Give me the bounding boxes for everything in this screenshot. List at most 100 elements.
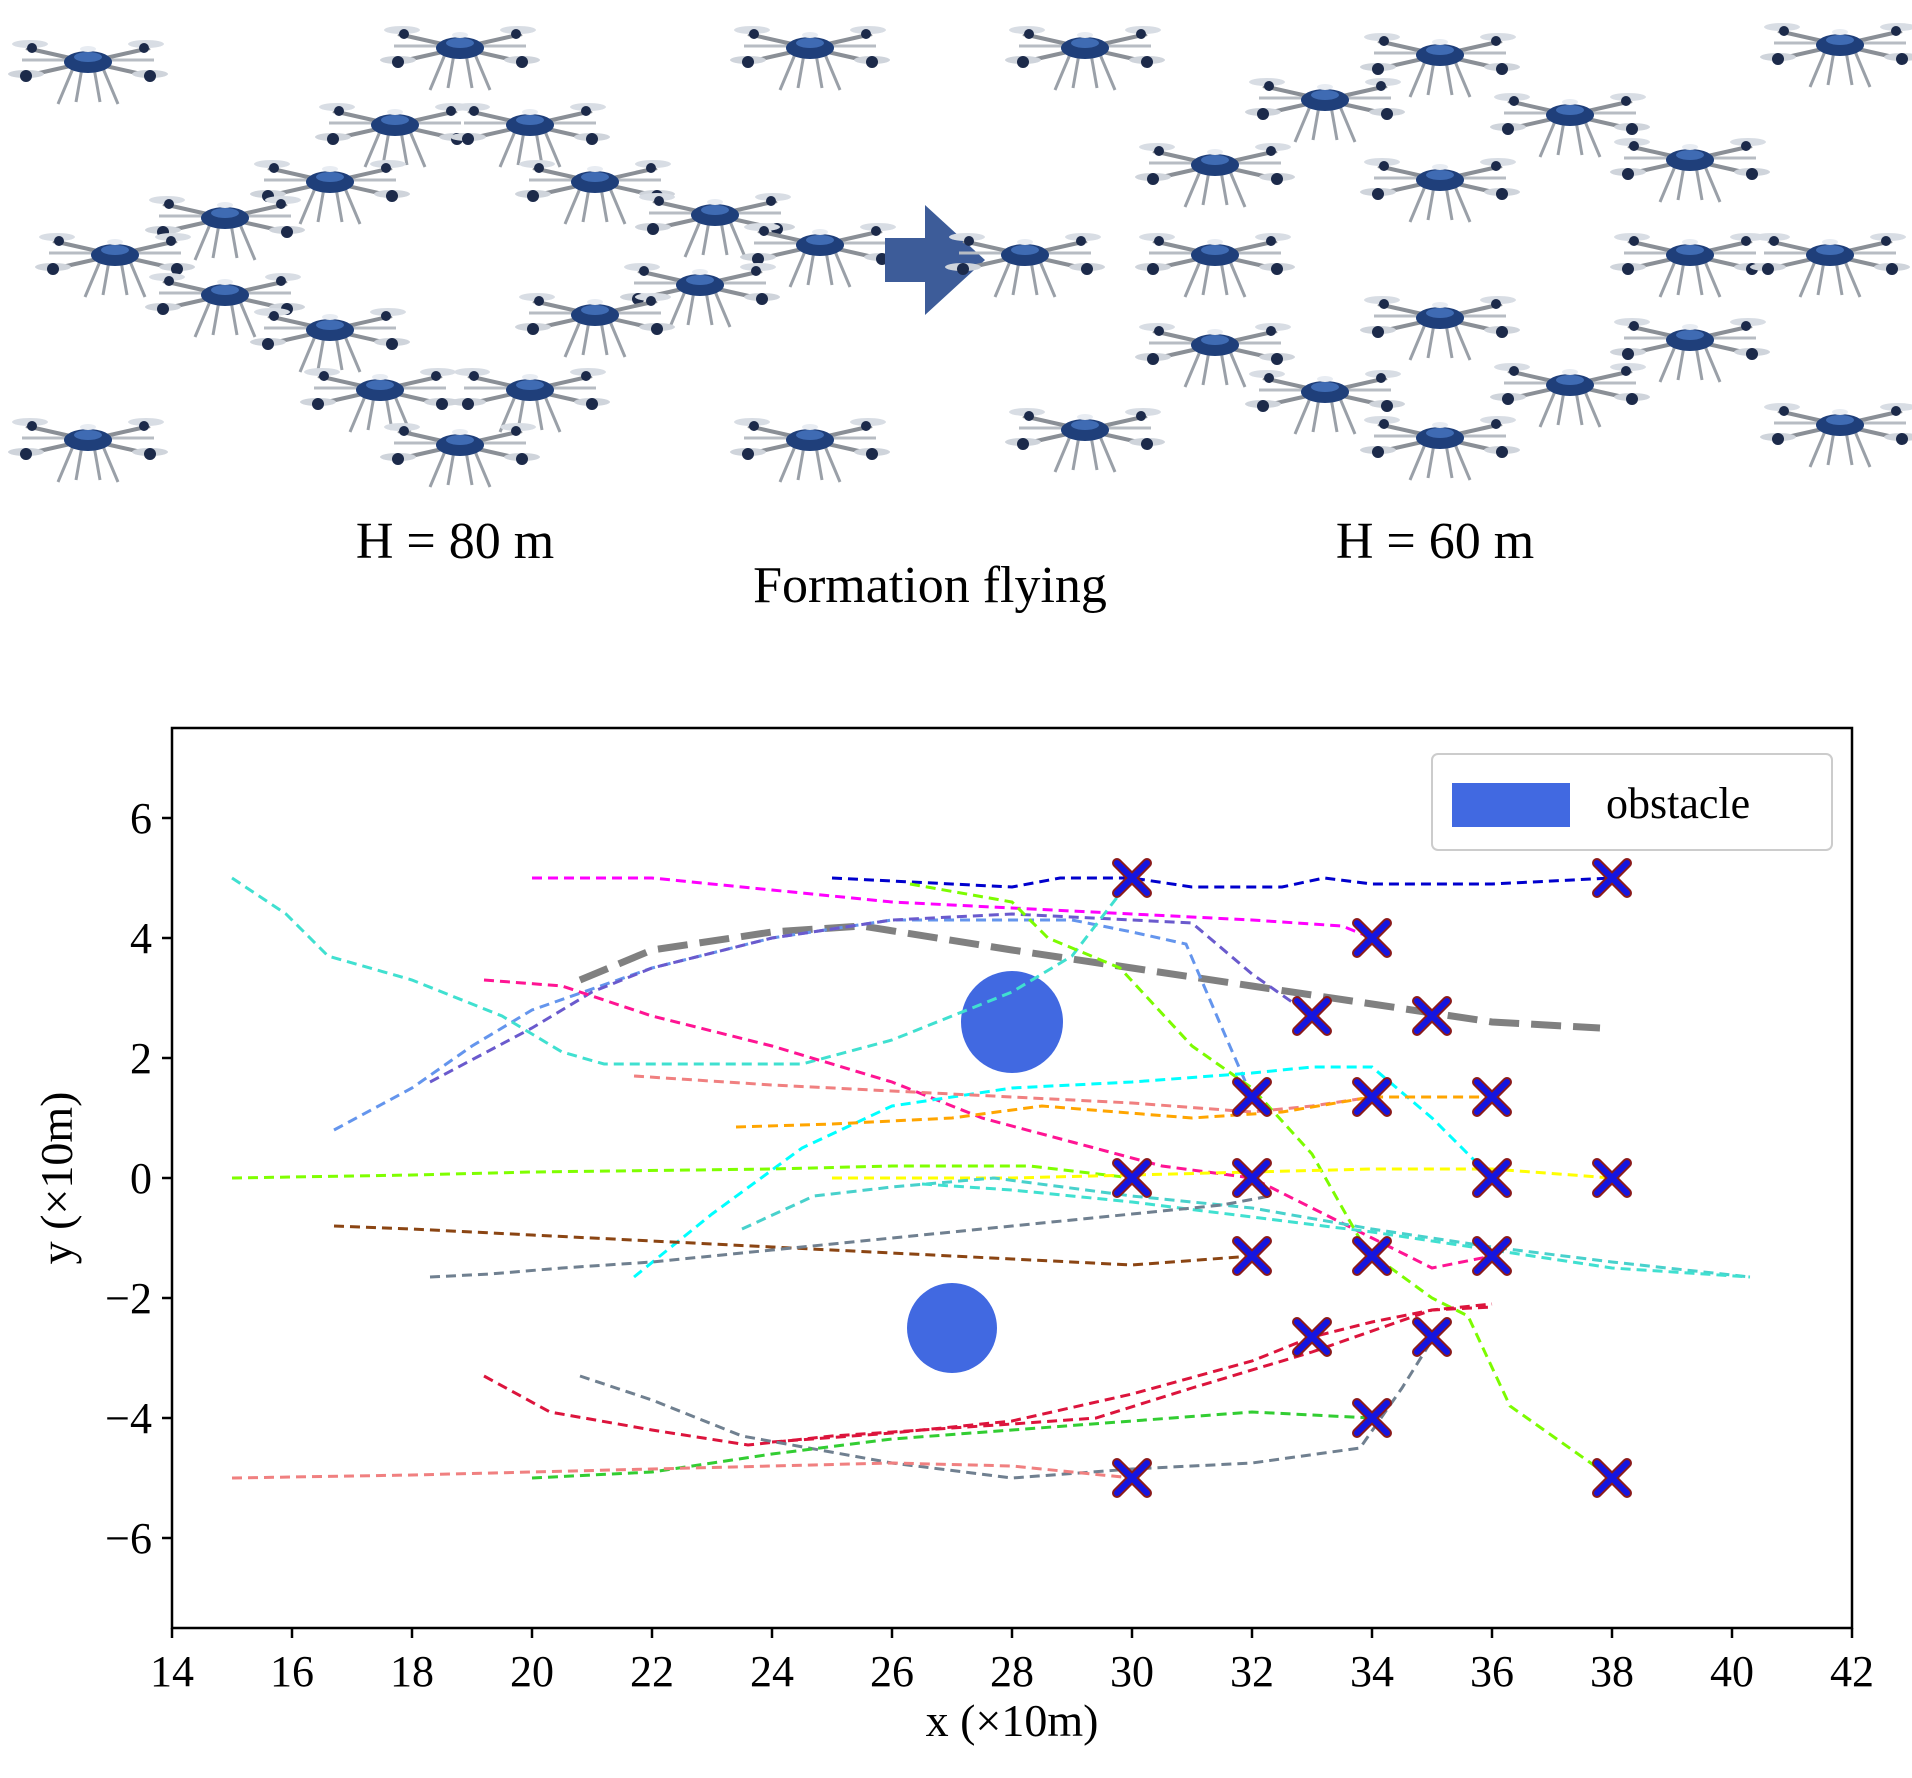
target-marker: [1592, 1458, 1632, 1498]
x-tick-label: 22: [630, 1647, 674, 1696]
target-marker: [1412, 1317, 1452, 1357]
trajectory-path-14: [741, 1176, 1751, 1279]
trajectory-path-18: [483, 1305, 1493, 1447]
altitude-label-left: H = 80 m: [356, 513, 554, 570]
drone-icon: [448, 366, 612, 434]
drone-icon: [943, 231, 1107, 299]
x-tick-label: 36: [1470, 1647, 1514, 1696]
trajectory-path-17: [429, 1194, 1271, 1279]
x-tick-label: 26: [870, 1647, 914, 1696]
drone-icon: [1758, 401, 1912, 469]
drone-icon: [1608, 316, 1772, 384]
plot-area: [231, 858, 1751, 1498]
drone-icon: [1358, 414, 1522, 482]
trajectory-path-20: [579, 1339, 1434, 1480]
trajectory-path-1: [831, 876, 1613, 889]
drone-icon: [378, 421, 542, 489]
trajectory-path-8: [909, 882, 1613, 1480]
drone-icon: [33, 231, 197, 299]
y-tick-label: 4: [130, 914, 152, 963]
y-axis: −6 −4 −2 0 2 4 6: [105, 794, 172, 1563]
target-marker: [1232, 1158, 1272, 1198]
y-tick-label: −2: [105, 1274, 152, 1323]
trajectory-path-19: [771, 1302, 1493, 1444]
x-tick-label: 34: [1350, 1647, 1394, 1696]
drone-icon: [6, 416, 170, 484]
trajectory-path-15: [921, 1182, 1751, 1279]
drone-icon: [728, 24, 892, 92]
drone-icon: [298, 366, 462, 434]
drone-icon: [1608, 136, 1772, 204]
target-marker: [1352, 1398, 1392, 1438]
x-tick-label: 20: [510, 1647, 554, 1696]
drone-icon: [738, 221, 902, 289]
x-tick-label: 14: [150, 1647, 194, 1696]
y-tick-label: −6: [105, 1514, 152, 1563]
y-tick-label: 0: [130, 1154, 152, 1203]
x-tick-label: 32: [1230, 1647, 1274, 1696]
formation-h60: [943, 21, 1912, 482]
drone-icon: [313, 101, 477, 169]
y-axis-label: y (×10m): [31, 1092, 82, 1265]
target-marker: [1472, 1077, 1512, 1117]
drone-icon: [1003, 24, 1167, 92]
target-marker: [1592, 1158, 1632, 1198]
drone-icon: [248, 306, 412, 374]
drone-icon: [248, 158, 412, 226]
drone-icon: [143, 194, 307, 262]
x-tick-label: 16: [270, 1647, 314, 1696]
obstacle-2: [907, 1283, 997, 1373]
target-marker: [1232, 1236, 1272, 1276]
altitude-label-right: H = 60 m: [1336, 513, 1534, 570]
target-marker: [1412, 996, 1452, 1036]
trajectory-path-2: [532, 876, 1373, 940]
target-marker: [1352, 918, 1392, 958]
target-marker: [1232, 1077, 1272, 1117]
trajectory-path-16: [333, 1224, 1253, 1267]
x-tick-label: 24: [750, 1647, 794, 1696]
drone-icon: [1243, 76, 1407, 144]
drone-icon: [1748, 231, 1912, 299]
target-marker: [1292, 996, 1332, 1036]
trajectory-path-21: [531, 1410, 1373, 1480]
legend-swatch-obstacle: [1452, 783, 1570, 827]
drone-icon: [1758, 21, 1912, 89]
formation-diagram: H = 80 m H = 60 m Formation flying: [6, 21, 1912, 614]
x-tick-label: 18: [390, 1647, 434, 1696]
drone-icon: [1358, 156, 1522, 224]
target-marker: [1592, 858, 1632, 898]
diagram-caption: Formation flying: [753, 557, 1107, 614]
target-marker: [1352, 1236, 1392, 1276]
trajectory-path-7: [483, 978, 1493, 1270]
drone-icon: [1003, 406, 1167, 474]
target-marker: [1112, 1158, 1152, 1198]
drone-icon: [1358, 294, 1522, 362]
trajectory-path-11: [735, 1095, 1492, 1129]
trajectory-path-22: [231, 1461, 1133, 1480]
drone-icon: [1488, 361, 1652, 429]
target-marker: [1472, 1236, 1512, 1276]
drone-icon: [513, 291, 677, 359]
drone-icon: [6, 38, 170, 106]
y-tick-label: −4: [105, 1394, 152, 1443]
y-tick-label: 6: [130, 794, 152, 843]
legend: obstacle: [1431, 753, 1833, 851]
drone-icon: [1133, 231, 1297, 299]
drone-icon: [1133, 141, 1297, 209]
trajectory-path-10: [633, 1074, 1373, 1114]
legend-label-obstacle: obstacle: [1606, 779, 1750, 828]
trajectory-path-9: [633, 1065, 1494, 1279]
trajectory-path-12: [231, 1164, 1133, 1180]
x-axis: 14 16 18 20 22 24 26 28 30 32 34 36 38 40 42: [150, 1628, 1874, 1696]
trajectory-path-3: [578, 922, 1601, 1032]
trajectory-path-5: [429, 912, 1313, 1084]
formation-h80: [6, 24, 902, 489]
x-tick-label: 28: [990, 1647, 1034, 1696]
drone-icon: [378, 24, 542, 92]
target-marker: [1112, 1458, 1152, 1498]
target-marker: [1112, 858, 1152, 898]
drone-icon: [1488, 91, 1652, 159]
x-tick-label: 42: [1830, 1647, 1874, 1696]
drone-icon: [1608, 231, 1772, 299]
trajectory-path-4: [333, 918, 1254, 1132]
